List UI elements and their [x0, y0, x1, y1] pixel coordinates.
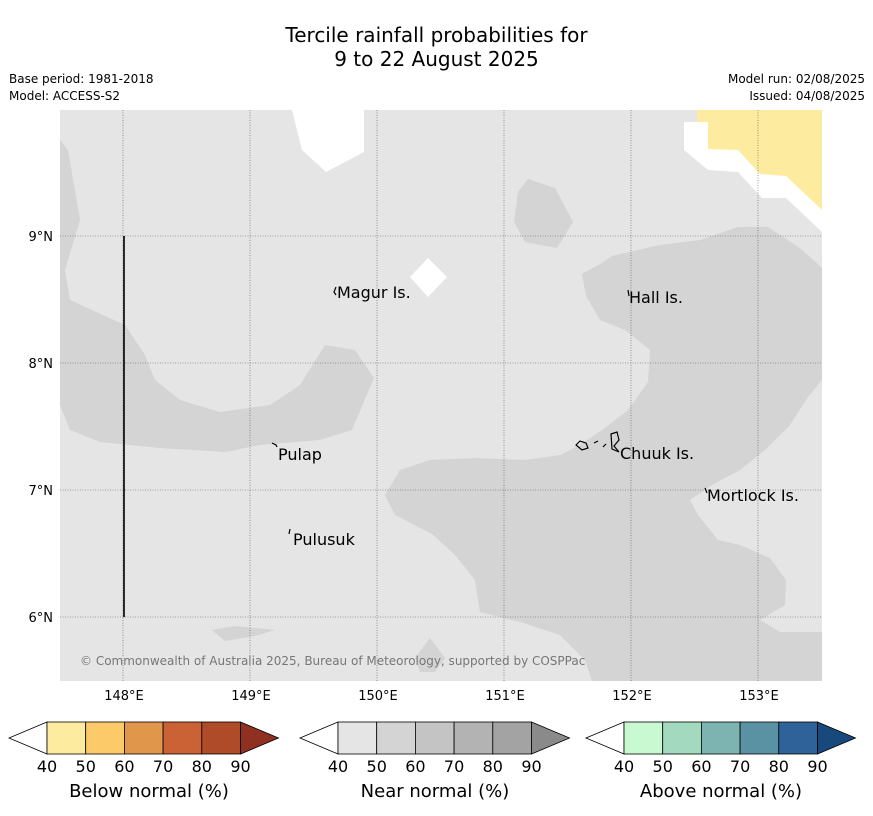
colorbar-near-min-arrow — [298, 721, 339, 755]
place-label-chuuk: Chuuk Is. — [620, 444, 694, 463]
colorbar-above-tick-label: 50 — [653, 757, 673, 776]
colorbar-below-tick-label: 50 — [76, 757, 96, 776]
colorbar-above-max-arrow — [817, 721, 857, 755]
lat-label-6: 6°N — [29, 611, 54, 626]
place-label-mortlock: Mortlock Is. — [707, 486, 799, 505]
region-white-diamond — [410, 258, 447, 297]
region-near-50-west — [60, 140, 374, 452]
lat-label-9: 9°N — [29, 230, 54, 245]
title-line-2: 9 to 22 August 2025 — [334, 47, 539, 71]
colorbar-near-max-arrow — [531, 721, 571, 755]
region-below-40 — [697, 110, 822, 210]
colorbar-near-segment — [492, 721, 532, 755]
meta-left: Base period: 1981-2018 Model: ACCESS-S2 — [9, 71, 154, 105]
lon-label-149: 149°E — [231, 689, 271, 704]
colorbar-near-segment — [414, 721, 455, 755]
colorbar-above-tick-label: 70 — [730, 757, 750, 776]
colorbar-above-segment — [701, 721, 741, 755]
colorbar-below-tick-label: 70 — [153, 757, 173, 776]
place-label-hall: Hall Is. — [629, 288, 683, 307]
colorbar-near-segment — [453, 721, 494, 755]
lon-label-152: 152°E — [612, 689, 652, 704]
colorbar-below-tick-label: 90 — [230, 757, 250, 776]
colorbar-above-segment — [739, 721, 780, 755]
legend-label-above: Above normal (%) — [639, 781, 803, 802]
colorbar-above-tick-label: 40 — [614, 757, 634, 776]
islands — [271, 286, 708, 535]
colorbar-above-segment — [778, 721, 818, 755]
colorbar-below-segment — [201, 721, 241, 755]
model-run: Model run: 02/08/2025 — [727, 72, 865, 86]
island-pulusuk — [288, 528, 291, 535]
colorbar-above-tick-label: 90 — [807, 757, 827, 776]
colorbar-near-segment — [337, 721, 378, 755]
colorbar-near-tick-label: 60 — [405, 757, 425, 776]
region-near-50-north — [514, 179, 573, 248]
colorbar-above-min-arrow — [584, 721, 625, 755]
island-magur — [333, 286, 337, 296]
lon-label-153: 153°E — [739, 689, 779, 704]
colorbar-below-segment — [162, 721, 203, 755]
lat-label-8: 8°N — [29, 357, 54, 372]
colorbar-below-tick-label: 60 — [114, 757, 134, 776]
colorbar-below-max-arrow — [240, 721, 280, 755]
place-label-pulusuk: Pulusuk — [293, 530, 356, 549]
model-name: Model: ACCESS-S2 — [9, 89, 121, 103]
island-hall — [627, 289, 630, 297]
colorbar-below-min-arrow — [7, 721, 48, 755]
lat-label-7: 7°N — [29, 484, 54, 499]
place-label-pulap: Pulap — [278, 445, 322, 464]
copyright-notice: © Commonwealth of Australia 2025, Bureau… — [80, 654, 585, 668]
region-white-north — [292, 110, 364, 172]
graticule — [60, 110, 822, 681]
colorbar-above-tick-label: 80 — [769, 757, 789, 776]
island-mortlock — [704, 487, 708, 494]
colorbar-near-tick-label: 50 — [367, 757, 387, 776]
colorbar-above-tick-label: 60 — [691, 757, 711, 776]
island-chuuk — [575, 431, 620, 453]
meta-right: Model run: 02/08/2025 Issued: 04/08/2025 — [728, 71, 865, 105]
colorbar-near-tick-label: 90 — [521, 757, 541, 776]
issued-date: Issued: 04/08/2025 — [749, 89, 865, 103]
colorbar-below-segment — [124, 721, 164, 755]
region-near-50-south — [212, 626, 275, 641]
legend-colorbars: 40 50 60 70 80 90 40 50 60 70 80 90 40 50 60 70 80 90 — [7, 721, 857, 776]
colorbar-near-tick-label: 80 — [483, 757, 503, 776]
legend-label-below: Below normal (%) — [69, 781, 229, 802]
place-label-magur: Magur Is. — [337, 283, 411, 302]
colorbar-near-segment — [376, 721, 416, 755]
colorbar-near-tick-label: 40 — [328, 757, 348, 776]
colorbar-below-segment — [46, 721, 87, 755]
title-line-1: Tercile rainfall probabilities for — [285, 23, 588, 47]
colorbar-near-tick-label: 70 — [444, 757, 464, 776]
lon-label-148: 148°E — [104, 689, 144, 704]
colorbar-below-tick-label: 40 — [37, 757, 57, 776]
colorbar-above-segment — [662, 721, 702, 755]
colorbar-below-tick-label: 80 — [192, 757, 212, 776]
lon-label-150: 150°E — [358, 689, 398, 704]
legend-label-near: Near normal (%) — [360, 781, 510, 802]
map-title: Tercile rainfall probabilities for 9 to … — [0, 23, 873, 71]
region-near-50-south-2 — [415, 638, 445, 672]
region-near-50-east — [385, 227, 822, 681]
lon-label-151: 151°E — [485, 689, 525, 704]
colorbar-above-segment — [623, 721, 664, 755]
base-period: Base period: 1981-2018 — [9, 72, 154, 86]
colorbar-below-segment — [85, 721, 125, 755]
island-pulap — [271, 442, 278, 448]
